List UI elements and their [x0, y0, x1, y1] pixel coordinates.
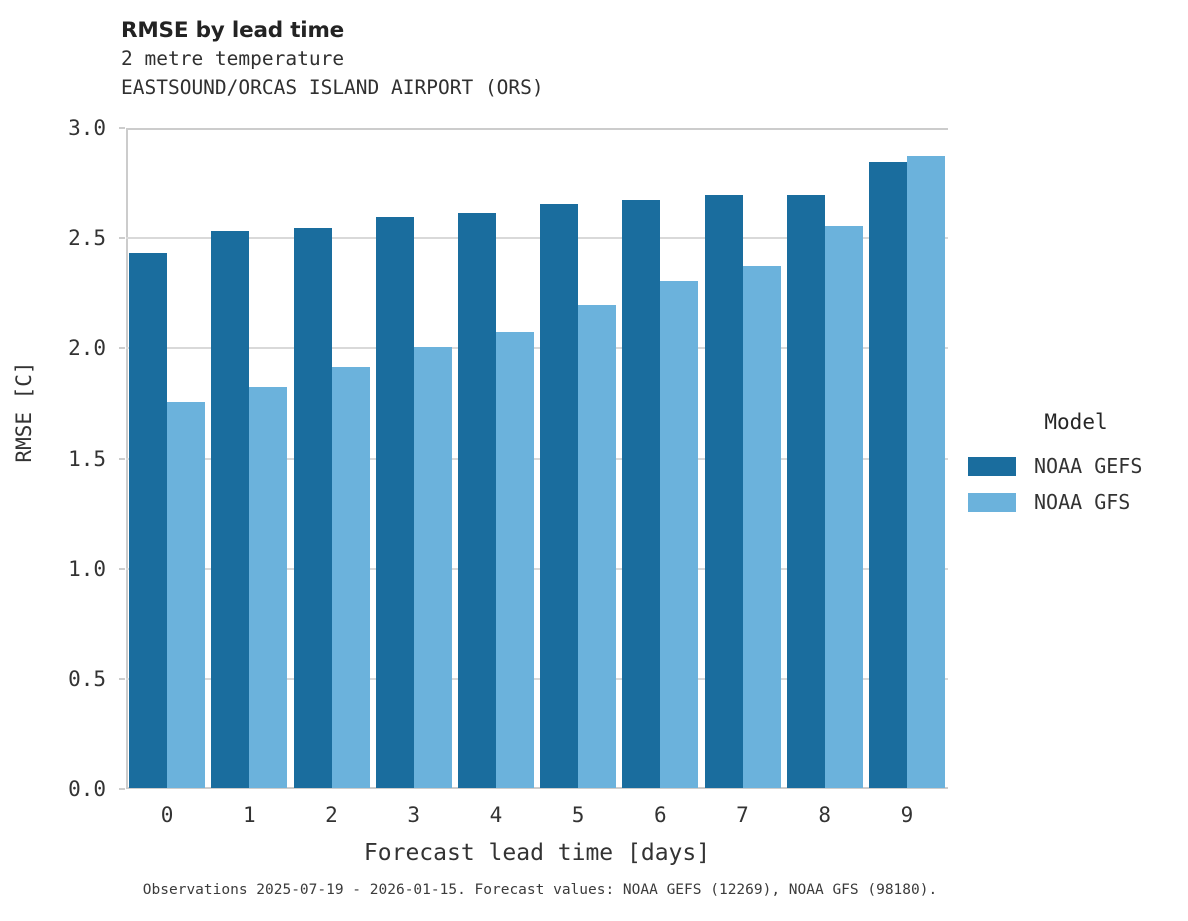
bar-noaa-gefs-day-1	[211, 230, 250, 788]
x-tick-label: 5	[571, 803, 585, 827]
y-tick-label: 3.0	[68, 116, 106, 140]
gridline	[126, 237, 948, 240]
y-tick-label: 0.5	[68, 666, 106, 691]
x-tick-label: 1	[242, 803, 256, 827]
x-tick-label: 7	[736, 803, 749, 827]
bar-noaa-gfs-day-7	[742, 265, 781, 788]
y-axis-title: RMSE [C]	[12, 361, 36, 463]
y-tick-mark	[119, 457, 125, 460]
x-tick-label: 0	[160, 803, 174, 827]
bar-noaa-gefs-day-2	[293, 228, 332, 788]
gridline	[126, 457, 948, 460]
chart-subtitle-variable: 2 metre temperature	[121, 47, 345, 70]
legend-title: Model	[1044, 410, 1108, 434]
bar-noaa-gfs-day-1	[249, 387, 288, 788]
legend-item-label: NOAA GFS	[1034, 490, 1131, 514]
y-tick-label: 0.0	[68, 777, 106, 801]
bar-noaa-gefs-day-9	[868, 162, 907, 788]
y-tick-label: 2.5	[68, 226, 106, 251]
bar-noaa-gefs-day-4	[457, 212, 496, 788]
legend-entries: NOAA GEFS NOAA GFS	[968, 448, 1183, 520]
bar-noaa-gefs-day-5	[540, 204, 579, 788]
bar-noaa-gfs-day-4	[495, 331, 534, 788]
bar-noaa-gefs-day-8	[786, 195, 825, 788]
x-tick-label: 2	[325, 803, 338, 827]
legend-item-noaa-gfs[interactable]: NOAA GFS	[968, 484, 1183, 520]
x-tick-label: 3	[407, 803, 421, 827]
gridline	[126, 567, 948, 570]
legend-item-noaa-gefs[interactable]: NOAA GEFS	[968, 448, 1183, 484]
bar-noaa-gfs-day-2	[331, 367, 370, 788]
footer-note: Observations 2025-07-19 - 2026-01-15. Fo…	[142, 882, 938, 898]
bar-noaa-gefs-day-3	[375, 217, 414, 788]
y-tick-label: 1.5	[68, 446, 106, 471]
x-tick-label: 4	[489, 803, 503, 827]
plot-spine-bottom	[126, 787, 948, 789]
bar-noaa-gefs-day-7	[704, 195, 743, 788]
legend-item-label: NOAA GEFS	[1034, 454, 1143, 478]
y-tick-mark	[119, 127, 125, 129]
gridline	[126, 677, 948, 680]
y-tick-mark	[119, 788, 125, 790]
legend: Model NOAA GEFS NOAA GFS	[968, 410, 1183, 520]
bar-noaa-gfs-day-0	[167, 402, 206, 788]
y-tick-mark	[119, 677, 125, 680]
plot-area	[119, 127, 948, 790]
y-tick-mark	[119, 347, 125, 350]
bar-noaa-gefs-day-6	[622, 199, 661, 788]
gridline	[126, 347, 948, 350]
legend-swatch-icon	[968, 456, 1016, 476]
title-block: RMSE by lead time 2 metre temperature EA…	[121, 17, 981, 102]
plot-spine-top	[126, 128, 948, 130]
bar-noaa-gfs-day-5	[578, 305, 617, 788]
bar-noaa-gfs-day-8	[824, 226, 863, 788]
x-tick-label: 6	[653, 803, 667, 827]
legend-swatch-icon	[968, 492, 1016, 512]
x-tick-label: 9	[900, 803, 914, 827]
bar-noaa-gfs-day-3	[413, 347, 452, 788]
bar-noaa-gfs-day-9	[906, 155, 945, 788]
bar-noaa-gfs-day-6	[660, 281, 699, 788]
x-tick-label: 8	[818, 803, 832, 827]
y-tick-mark	[119, 237, 125, 240]
y-axis-tick-labels: 0.0 0.5 1.0 1.5 2.0 2.5 3.0	[36, 116, 106, 801]
y-tick-label: 1.0	[68, 556, 106, 581]
y-tick-label: 2.0	[68, 336, 106, 361]
chart-subtitle-station: EASTSOUND/ORCAS ISLAND AIRPORT (ORS)	[121, 76, 544, 99]
y-tick-mark	[119, 567, 125, 570]
x-axis-title: Forecast lead time [days]	[363, 840, 711, 866]
page-title: RMSE by lead time	[121, 18, 345, 43]
bar-noaa-gefs-day-0	[129, 252, 168, 788]
